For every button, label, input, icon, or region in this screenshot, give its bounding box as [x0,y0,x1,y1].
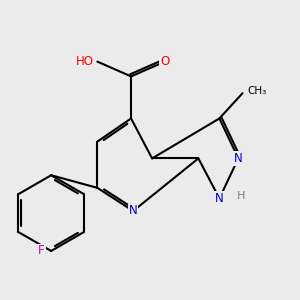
Text: F: F [38,244,45,257]
Text: N: N [129,205,137,218]
Text: N: N [234,152,243,165]
Text: O: O [160,55,169,68]
Text: HO: HO [76,55,94,68]
Text: H: H [237,191,245,201]
Text: N: N [215,192,224,205]
Text: CH₃: CH₃ [248,86,267,96]
